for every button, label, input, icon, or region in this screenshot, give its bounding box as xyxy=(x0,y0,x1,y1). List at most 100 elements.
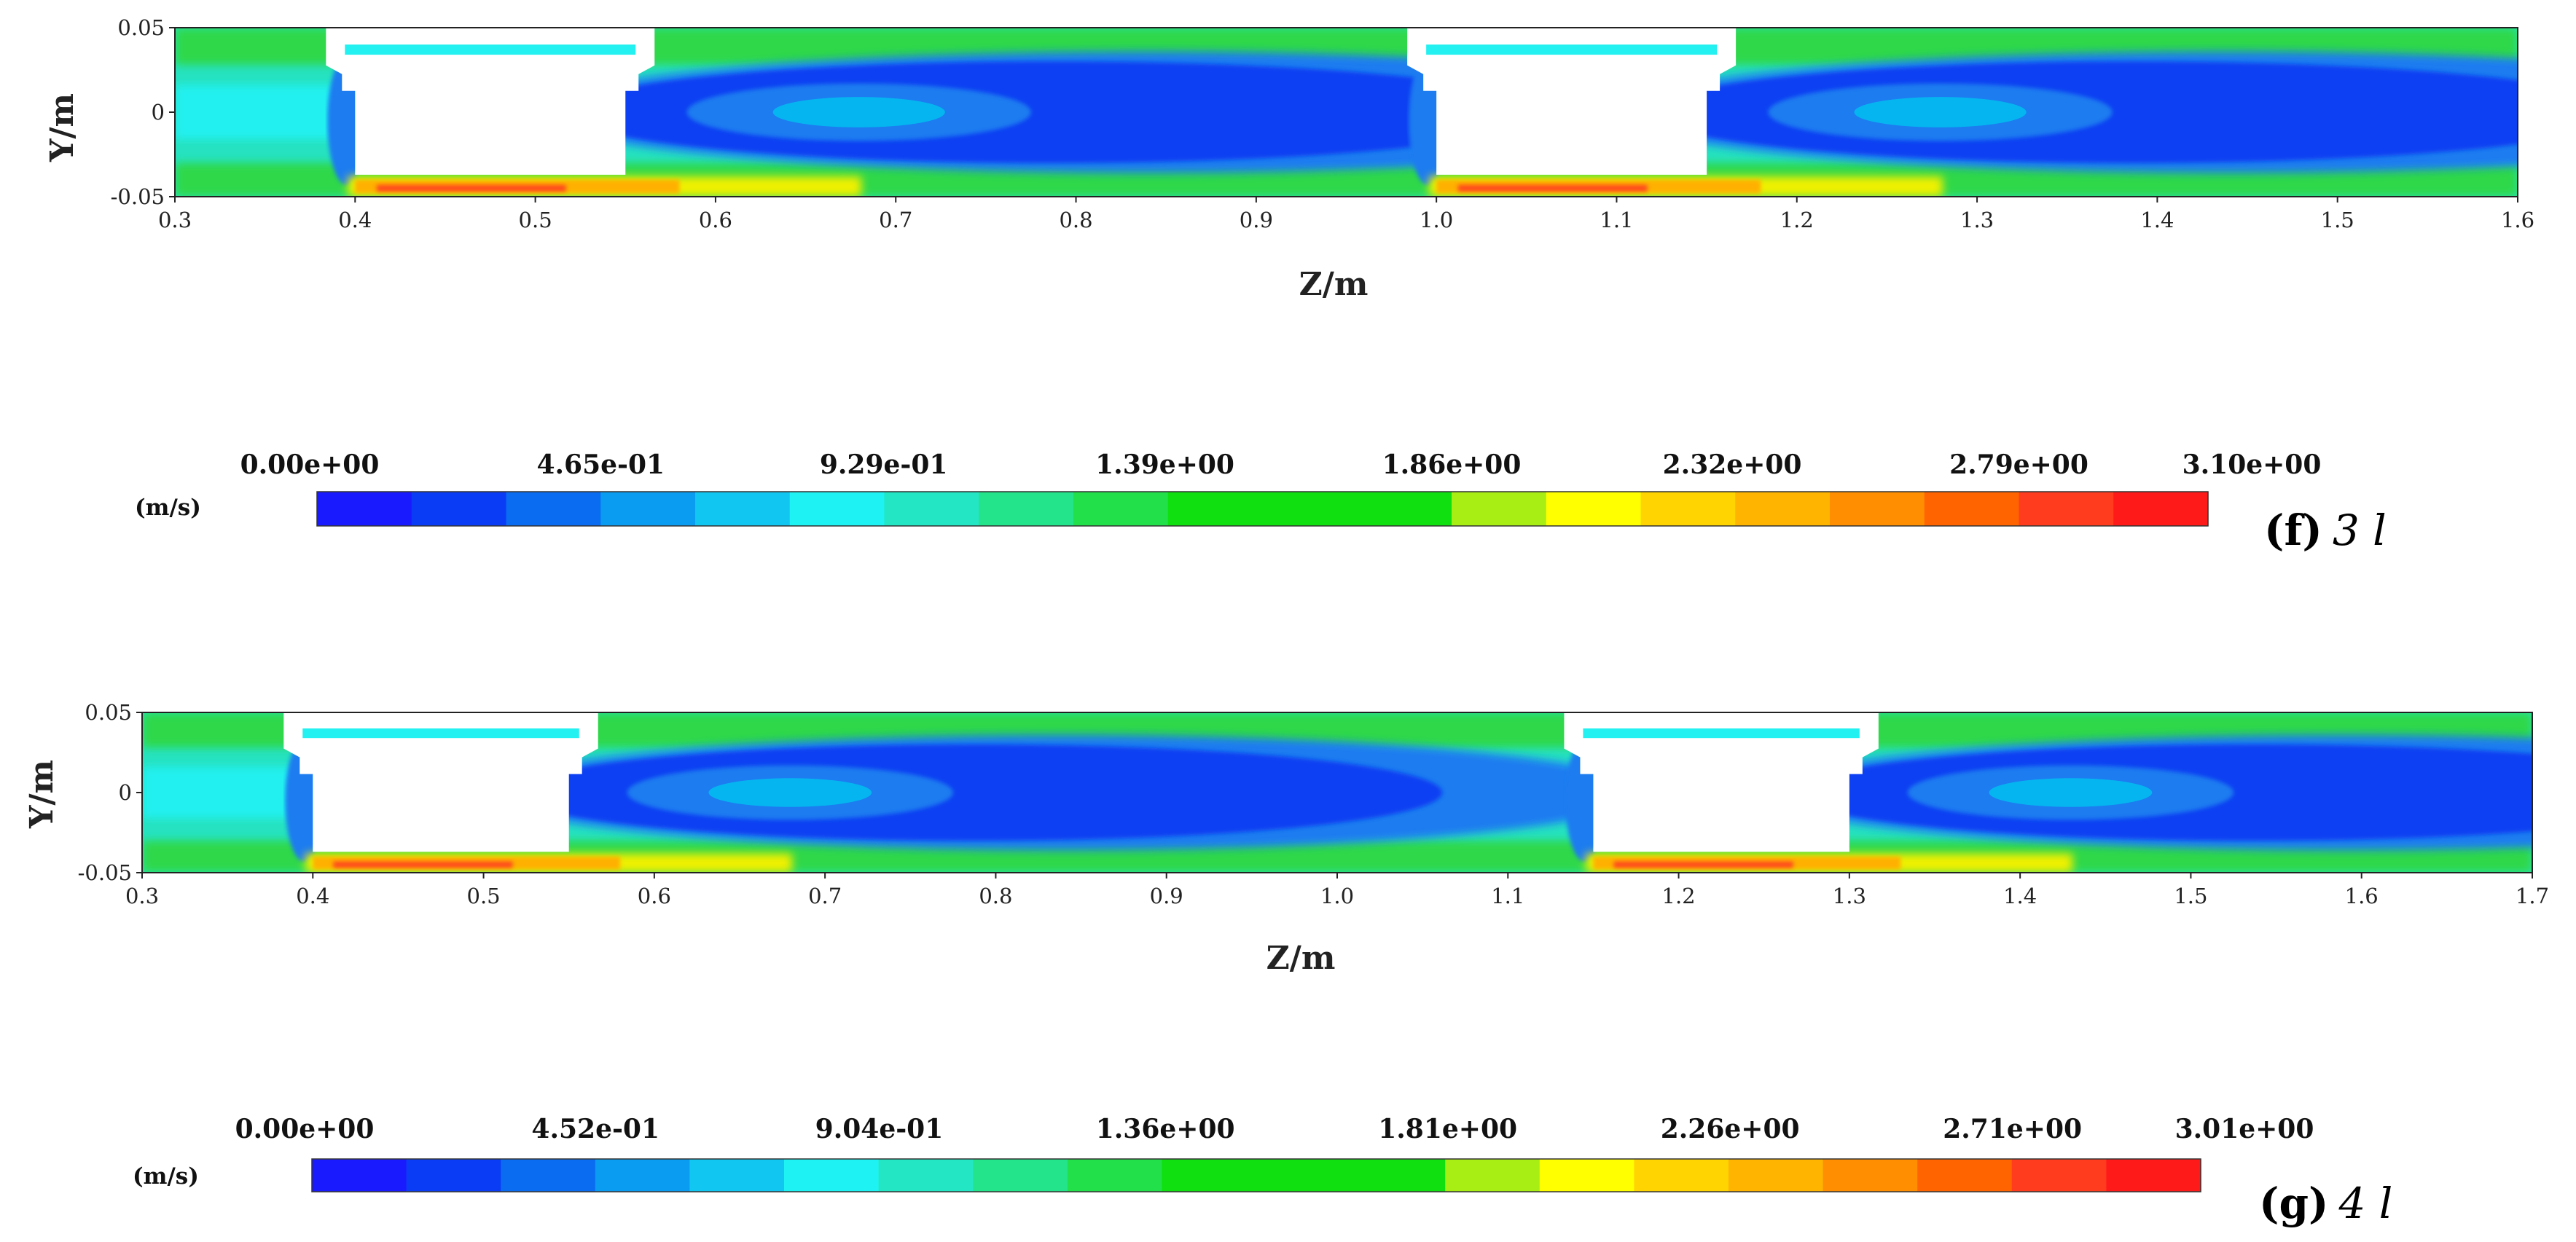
colorbar-swatch xyxy=(1073,492,1169,526)
x-tick-label: 0.9 xyxy=(1150,884,1183,908)
colorbar-tick-label: 9.29e-01 xyxy=(820,449,948,480)
colorbar-swatch xyxy=(884,492,979,526)
colorbar-tick-label: 1.36e+00 xyxy=(1096,1114,1235,1144)
x-tick-label: 1.5 xyxy=(2321,208,2354,232)
obstacle-rail xyxy=(1426,44,1718,55)
x-tick-label: 0.6 xyxy=(638,884,671,908)
colorbar-swatch xyxy=(1917,1159,2013,1192)
wake-eye xyxy=(1854,97,2027,127)
obstacle-body xyxy=(283,712,598,852)
colorbar-swatch xyxy=(1256,1159,1352,1192)
colorbar-swatch xyxy=(1640,492,1736,526)
x-tick-label: 0.5 xyxy=(519,208,552,232)
colorbar-swatch xyxy=(2019,492,2114,526)
x-tick-label: 0.3 xyxy=(125,884,159,908)
x-tick-label: 0.7 xyxy=(808,884,842,908)
colorbar-tick-label: 1.81e+00 xyxy=(1378,1114,1517,1144)
colorbar-swatch xyxy=(689,1159,785,1192)
x-tick-label: 1.7 xyxy=(2516,884,2549,908)
colorbar-swatch xyxy=(784,1159,880,1192)
colorbar-swatch xyxy=(1546,492,1642,526)
colorbar-swatch xyxy=(695,492,791,526)
colorbar-tick-label: 2.32e+00 xyxy=(1663,449,1802,480)
colorbar-tick-label: 1.86e+00 xyxy=(1382,449,1522,480)
colorbar-swatch xyxy=(1729,1159,1824,1192)
x-tick-label: 1.1 xyxy=(1491,884,1524,908)
bottom-jet-core xyxy=(1457,184,1648,192)
axes-g: 0.3 0.4 0.5 0.6 0.7 0.8 0.9 1.0 1.1 1.2 1.3 1.4 1.5 1… xyxy=(78,700,2549,908)
x-tick-label: 0.8 xyxy=(979,884,1012,908)
x-tick-label: 1.0 xyxy=(1420,208,1453,232)
y-tick-label: -0.05 xyxy=(111,184,165,209)
colorbar-swatch xyxy=(1830,492,1925,526)
y-tick-label: 0 xyxy=(152,100,165,125)
colorbar-swatch xyxy=(2011,1159,2107,1192)
obstacle-post xyxy=(1720,28,1729,66)
x-tick-label: 1.6 xyxy=(2501,208,2534,232)
x-tick-label: 0.4 xyxy=(296,884,329,908)
colorbar-swatch xyxy=(1067,1159,1162,1192)
colorbar-swatch xyxy=(1823,1159,1918,1192)
colorbar-swatch xyxy=(506,492,601,526)
obstacle-post xyxy=(291,712,300,749)
x-tick-label: 0.5 xyxy=(467,884,501,908)
y-tick-label: 0.05 xyxy=(117,15,165,40)
colorbar-swatch xyxy=(1634,1159,1729,1192)
colorbar-tick-label: 4.65e-01 xyxy=(536,449,665,480)
colorbar-swatch xyxy=(1350,1159,1446,1192)
colorbar-swatch xyxy=(1262,492,1358,526)
x-tick-label: 1.4 xyxy=(2140,208,2174,232)
obstacle-body xyxy=(1564,712,1879,852)
x-tick-label: 0.6 xyxy=(699,208,732,232)
x-tick-label: 0.3 xyxy=(158,208,192,232)
colorbar-tick-label: 2.26e+00 xyxy=(1661,1114,1800,1144)
colorbar-swatch xyxy=(600,492,696,526)
colorbar-unit-g: (m/s) xyxy=(133,1163,199,1190)
obstacle-body xyxy=(326,28,655,175)
x-tick-label: 1.0 xyxy=(1320,884,1354,908)
obstacle-post xyxy=(582,712,591,749)
colorbar-tick-label: 0.00e+00 xyxy=(235,1114,375,1144)
x-tick-label: 1.1 xyxy=(1600,208,1633,232)
colorbar-swatch xyxy=(1924,492,2020,526)
x-tick-label: 1.2 xyxy=(1662,884,1696,908)
x-tick-label: 0.4 xyxy=(338,208,372,232)
x-tick-label: 0.7 xyxy=(879,208,912,232)
colorbar-swatch xyxy=(1357,492,1452,526)
y-tick-label: 0 xyxy=(119,780,132,805)
obstacle-post xyxy=(1414,28,1424,66)
svg-text:(f)3 l: (f) 3 l xyxy=(2264,506,2387,555)
colorbar-g: 0.00e+00 4.52e-01 9.04e-01 1.36e+00 1.81e+00… xyxy=(235,1114,2314,1192)
obstacle-rail xyxy=(1583,728,1860,739)
axes-f: 0.3 0.4 0.5 0.6 0.7 0.8 0.9 1.0 1.1 1.2 1.3 1.4 1.5 1… xyxy=(111,15,2534,232)
x-tick-label: 1.5 xyxy=(2174,884,2207,908)
colorbar-frame xyxy=(316,491,2209,527)
x-tick-label: 1.3 xyxy=(1833,884,1866,908)
panel-caption-g: 4 l xyxy=(2338,1179,2392,1228)
y-tick-label: 0.05 xyxy=(85,700,132,725)
colorbar-tick-label: 0.00e+00 xyxy=(240,449,380,480)
y-axis-label-g: Y/m xyxy=(23,760,60,829)
obstacle-post xyxy=(333,28,342,66)
bottom-jet-core xyxy=(376,184,566,192)
colorbar-tick-label: 2.79e+00 xyxy=(1949,449,2088,480)
colorbar-swatch xyxy=(973,1159,1068,1192)
colorbar-tick-label: 2.71e+00 xyxy=(1943,1114,2082,1144)
bottom-jet-core xyxy=(1613,861,1793,868)
colorbar-swatch xyxy=(595,1159,690,1192)
x-tick-label: 0.9 xyxy=(1240,208,1273,232)
obstacle-post xyxy=(1571,712,1581,749)
y-tick-label: -0.05 xyxy=(78,860,132,885)
contour-plot-g xyxy=(142,712,2532,873)
wake-eye xyxy=(772,97,945,127)
x-tick-label: 1.3 xyxy=(1960,208,1994,232)
obstacle-body xyxy=(1407,28,1737,175)
colorbar-swatch xyxy=(789,492,885,526)
colorbar-swatch xyxy=(1735,492,1831,526)
velocity-field xyxy=(175,28,2518,197)
panel-label-g: (g) 4 l xyxy=(2259,1179,2392,1228)
colorbar-swatch xyxy=(1167,492,1264,526)
colorbar-tick-label: 3.10e+00 xyxy=(2182,449,2322,480)
colorbar-swatch xyxy=(501,1159,596,1192)
